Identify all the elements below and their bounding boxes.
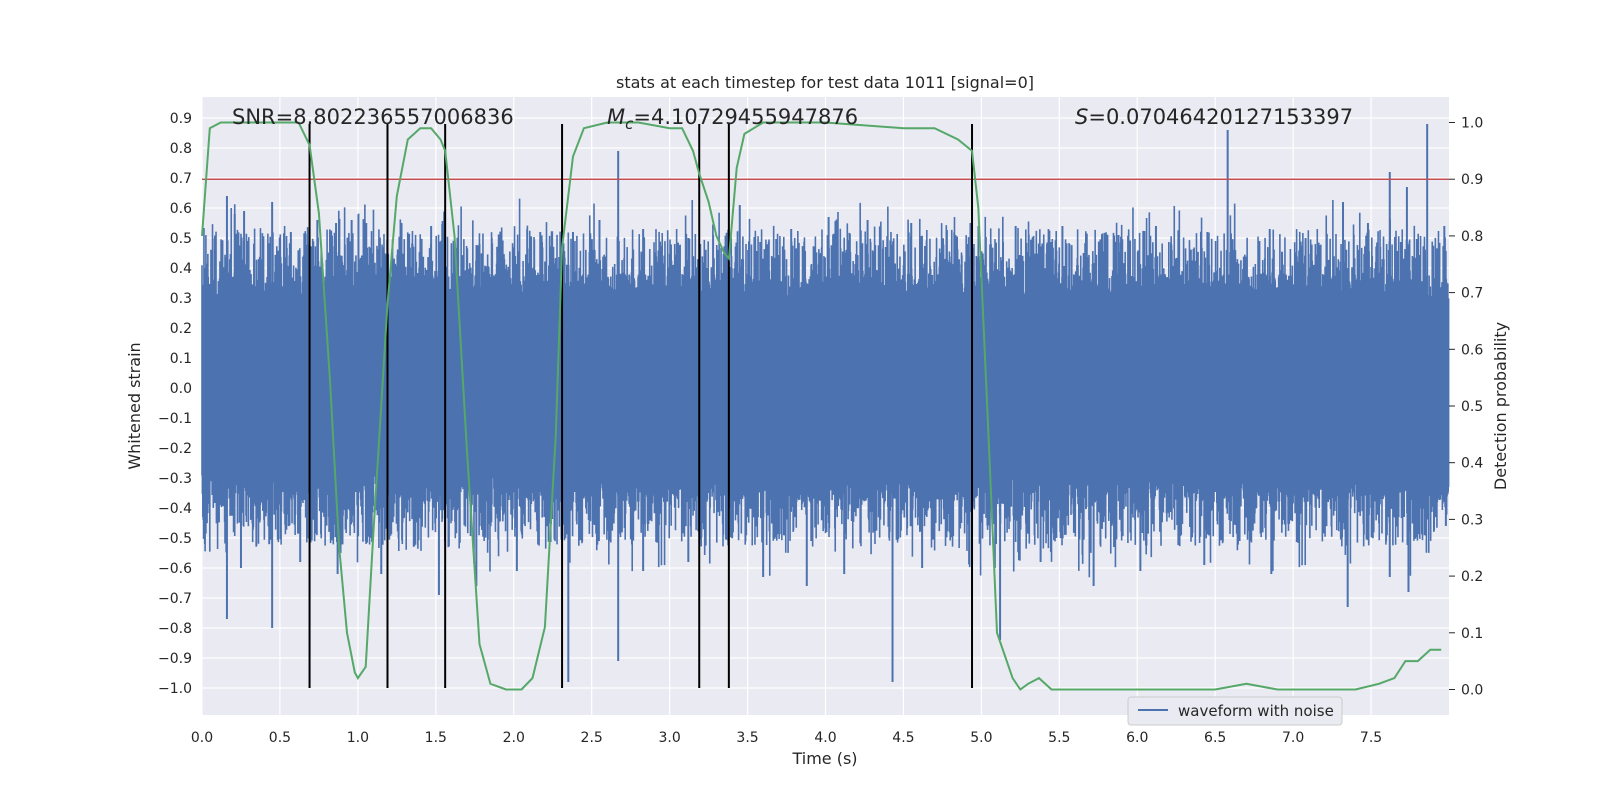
y-tick-label: 0.9 xyxy=(170,111,192,127)
vertical-marker-lines xyxy=(308,124,974,688)
y-tick-label: −0.5 xyxy=(158,531,192,547)
y-tick-label: −1.0 xyxy=(158,681,192,697)
x-tick-label: 3.5 xyxy=(736,730,758,746)
series-detection-probability xyxy=(201,121,1442,691)
y2-tick-label: 0.1 xyxy=(1461,626,1483,642)
y2-tick-label: 0.8 xyxy=(1461,229,1483,245)
waveform-noise-trace xyxy=(201,198,1450,578)
x-tick-labels: 0.0 0.5 1.0 1.5 2.0 2.5 3.0 3.5 4.0 4.5 5.0 5.5 6.0 6… xyxy=(191,730,1382,746)
x-tick-label: 4.5 xyxy=(892,730,914,746)
y-tick-label: 0.8 xyxy=(170,141,192,157)
x-axis-label: Time (s) xyxy=(791,749,857,768)
x-tick-label: 7.0 xyxy=(1282,730,1304,746)
y2-tick-label: 0.9 xyxy=(1461,172,1483,188)
x-tick-label: 0.5 xyxy=(269,730,291,746)
x-tick-label: 1.5 xyxy=(425,730,447,746)
s-annotation: S=0.07046420127153397 xyxy=(1075,105,1353,129)
x-tick-label: 3.0 xyxy=(658,730,680,746)
x-tick-label: 7.5 xyxy=(1360,730,1382,746)
y2-tick-label: 0.0 xyxy=(1461,682,1483,698)
y-tick-label: 0.4 xyxy=(170,261,192,277)
snr-annotation: SNR=8.802236557006836 xyxy=(232,105,514,129)
y-tick-label: 0.6 xyxy=(170,201,192,217)
y-tick-label: −0.7 xyxy=(158,591,192,607)
y-tick-label: −0.2 xyxy=(158,441,192,457)
y2-tick-label: 0.2 xyxy=(1461,569,1483,585)
y2-tick-label: 0.3 xyxy=(1461,512,1483,528)
chart-title: stats at each timestep for test data 101… xyxy=(616,73,1034,92)
y-tick-label: 0.3 xyxy=(170,291,192,307)
chirp-mass-annotation: Mc=4.10729455947876 xyxy=(607,105,858,133)
x-tick-label: 6.0 xyxy=(1126,730,1148,746)
y-tick-label: −0.6 xyxy=(158,561,192,577)
y-tick-label: 0.5 xyxy=(170,231,192,247)
y-tick-label: 0.1 xyxy=(170,351,192,367)
y2-tick-label: 1.0 xyxy=(1461,116,1483,132)
y-tick-label: 0.2 xyxy=(170,321,192,337)
x-tick-label: 1.0 xyxy=(347,730,369,746)
y-tick-label: 0.0 xyxy=(170,381,192,397)
y-tick-label: −0.9 xyxy=(158,651,192,667)
x-tick-label: 4.0 xyxy=(814,730,836,746)
y-tick-label: −0.1 xyxy=(158,411,192,427)
x-tick-label: 2.0 xyxy=(503,730,525,746)
y-tick-label: −0.4 xyxy=(158,501,192,517)
x-tick-label: 2.5 xyxy=(581,730,603,746)
y2-tick-label: 0.7 xyxy=(1461,286,1483,302)
x-tick-label: 6.5 xyxy=(1204,730,1226,746)
x-tick-label: 5.0 xyxy=(970,730,992,746)
legend-label: waveform with noise xyxy=(1178,702,1334,720)
legend-box xyxy=(1127,696,1343,726)
x-tick-label: 5.5 xyxy=(1048,730,1070,746)
x-tick-label: 0.0 xyxy=(191,730,213,746)
y-tick-label: −0.8 xyxy=(158,621,192,637)
y-axis-label: Whitened strain xyxy=(125,342,144,469)
y2-tick-label: 0.4 xyxy=(1461,456,1483,472)
y2-tick-label: 0.6 xyxy=(1461,342,1483,358)
y-tick-label: −0.3 xyxy=(158,471,192,487)
y-tick-label: 0.7 xyxy=(170,171,192,187)
series-waveform-with-noise xyxy=(201,124,1450,682)
waveform-peaks xyxy=(225,124,1447,682)
legend: waveform with noise xyxy=(1127,696,1343,726)
y2-tick-labels: 1.0 0.9 0.8 0.7 0.6 0.5 0.4 0.3 0.2 0.1 0.0 xyxy=(1449,116,1483,698)
y2-axis-label: Detection probability xyxy=(1491,322,1510,490)
y2-tick-label: 0.5 xyxy=(1461,399,1483,415)
y-tick-labels: 0.9 0.8 0.7 0.6 0.5 0.4 0.3 0.2 0.1 0.0 −0.1 −0.2 −0… xyxy=(158,111,192,697)
